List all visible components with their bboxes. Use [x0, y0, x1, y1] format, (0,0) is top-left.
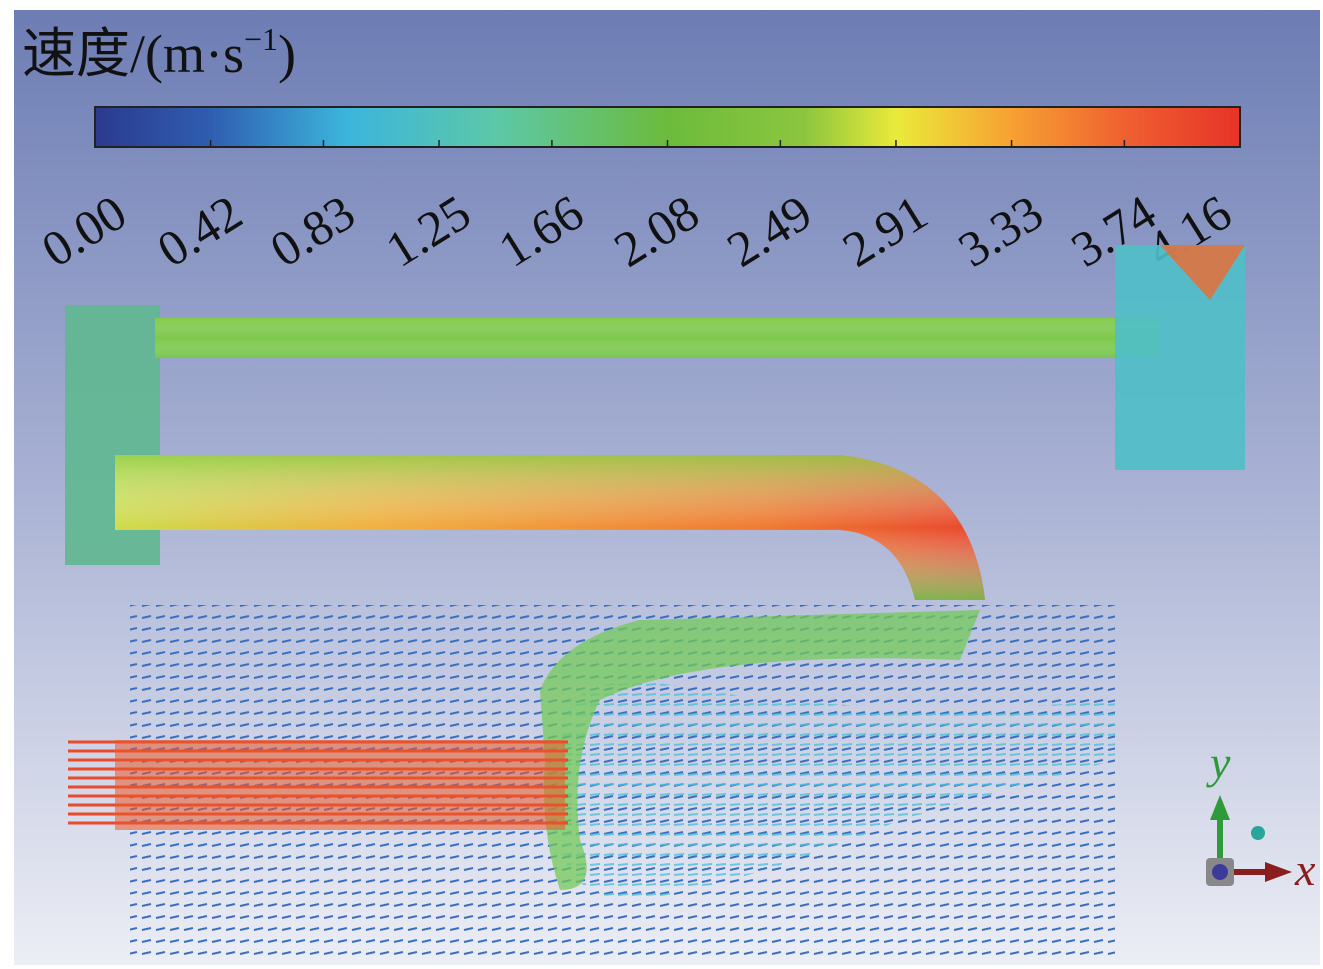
colorbar-title: 速度/(m·s−1) — [22, 21, 296, 84]
middle-pipe-shade — [115, 455, 985, 600]
right-box — [1115, 245, 1245, 470]
outlet — [1160, 245, 1245, 300]
jet-deflection — [540, 610, 980, 890]
inlet-core — [115, 740, 565, 830]
upper-pipe-shade — [155, 318, 1160, 358]
axis-triad: y x — [1206, 737, 1316, 895]
x-axis-label: x — [1294, 844, 1316, 895]
y-axis-label: y — [1206, 737, 1231, 788]
swirl-region — [130, 605, 1115, 900]
